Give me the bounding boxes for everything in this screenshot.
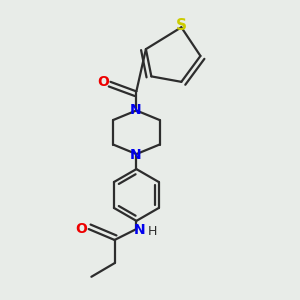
Text: S: S [176, 18, 187, 33]
Text: H: H [148, 225, 157, 238]
Text: N: N [130, 148, 142, 162]
Text: N: N [134, 223, 146, 237]
Text: N: N [130, 103, 142, 117]
Text: O: O [75, 222, 87, 236]
Text: O: O [98, 75, 109, 89]
